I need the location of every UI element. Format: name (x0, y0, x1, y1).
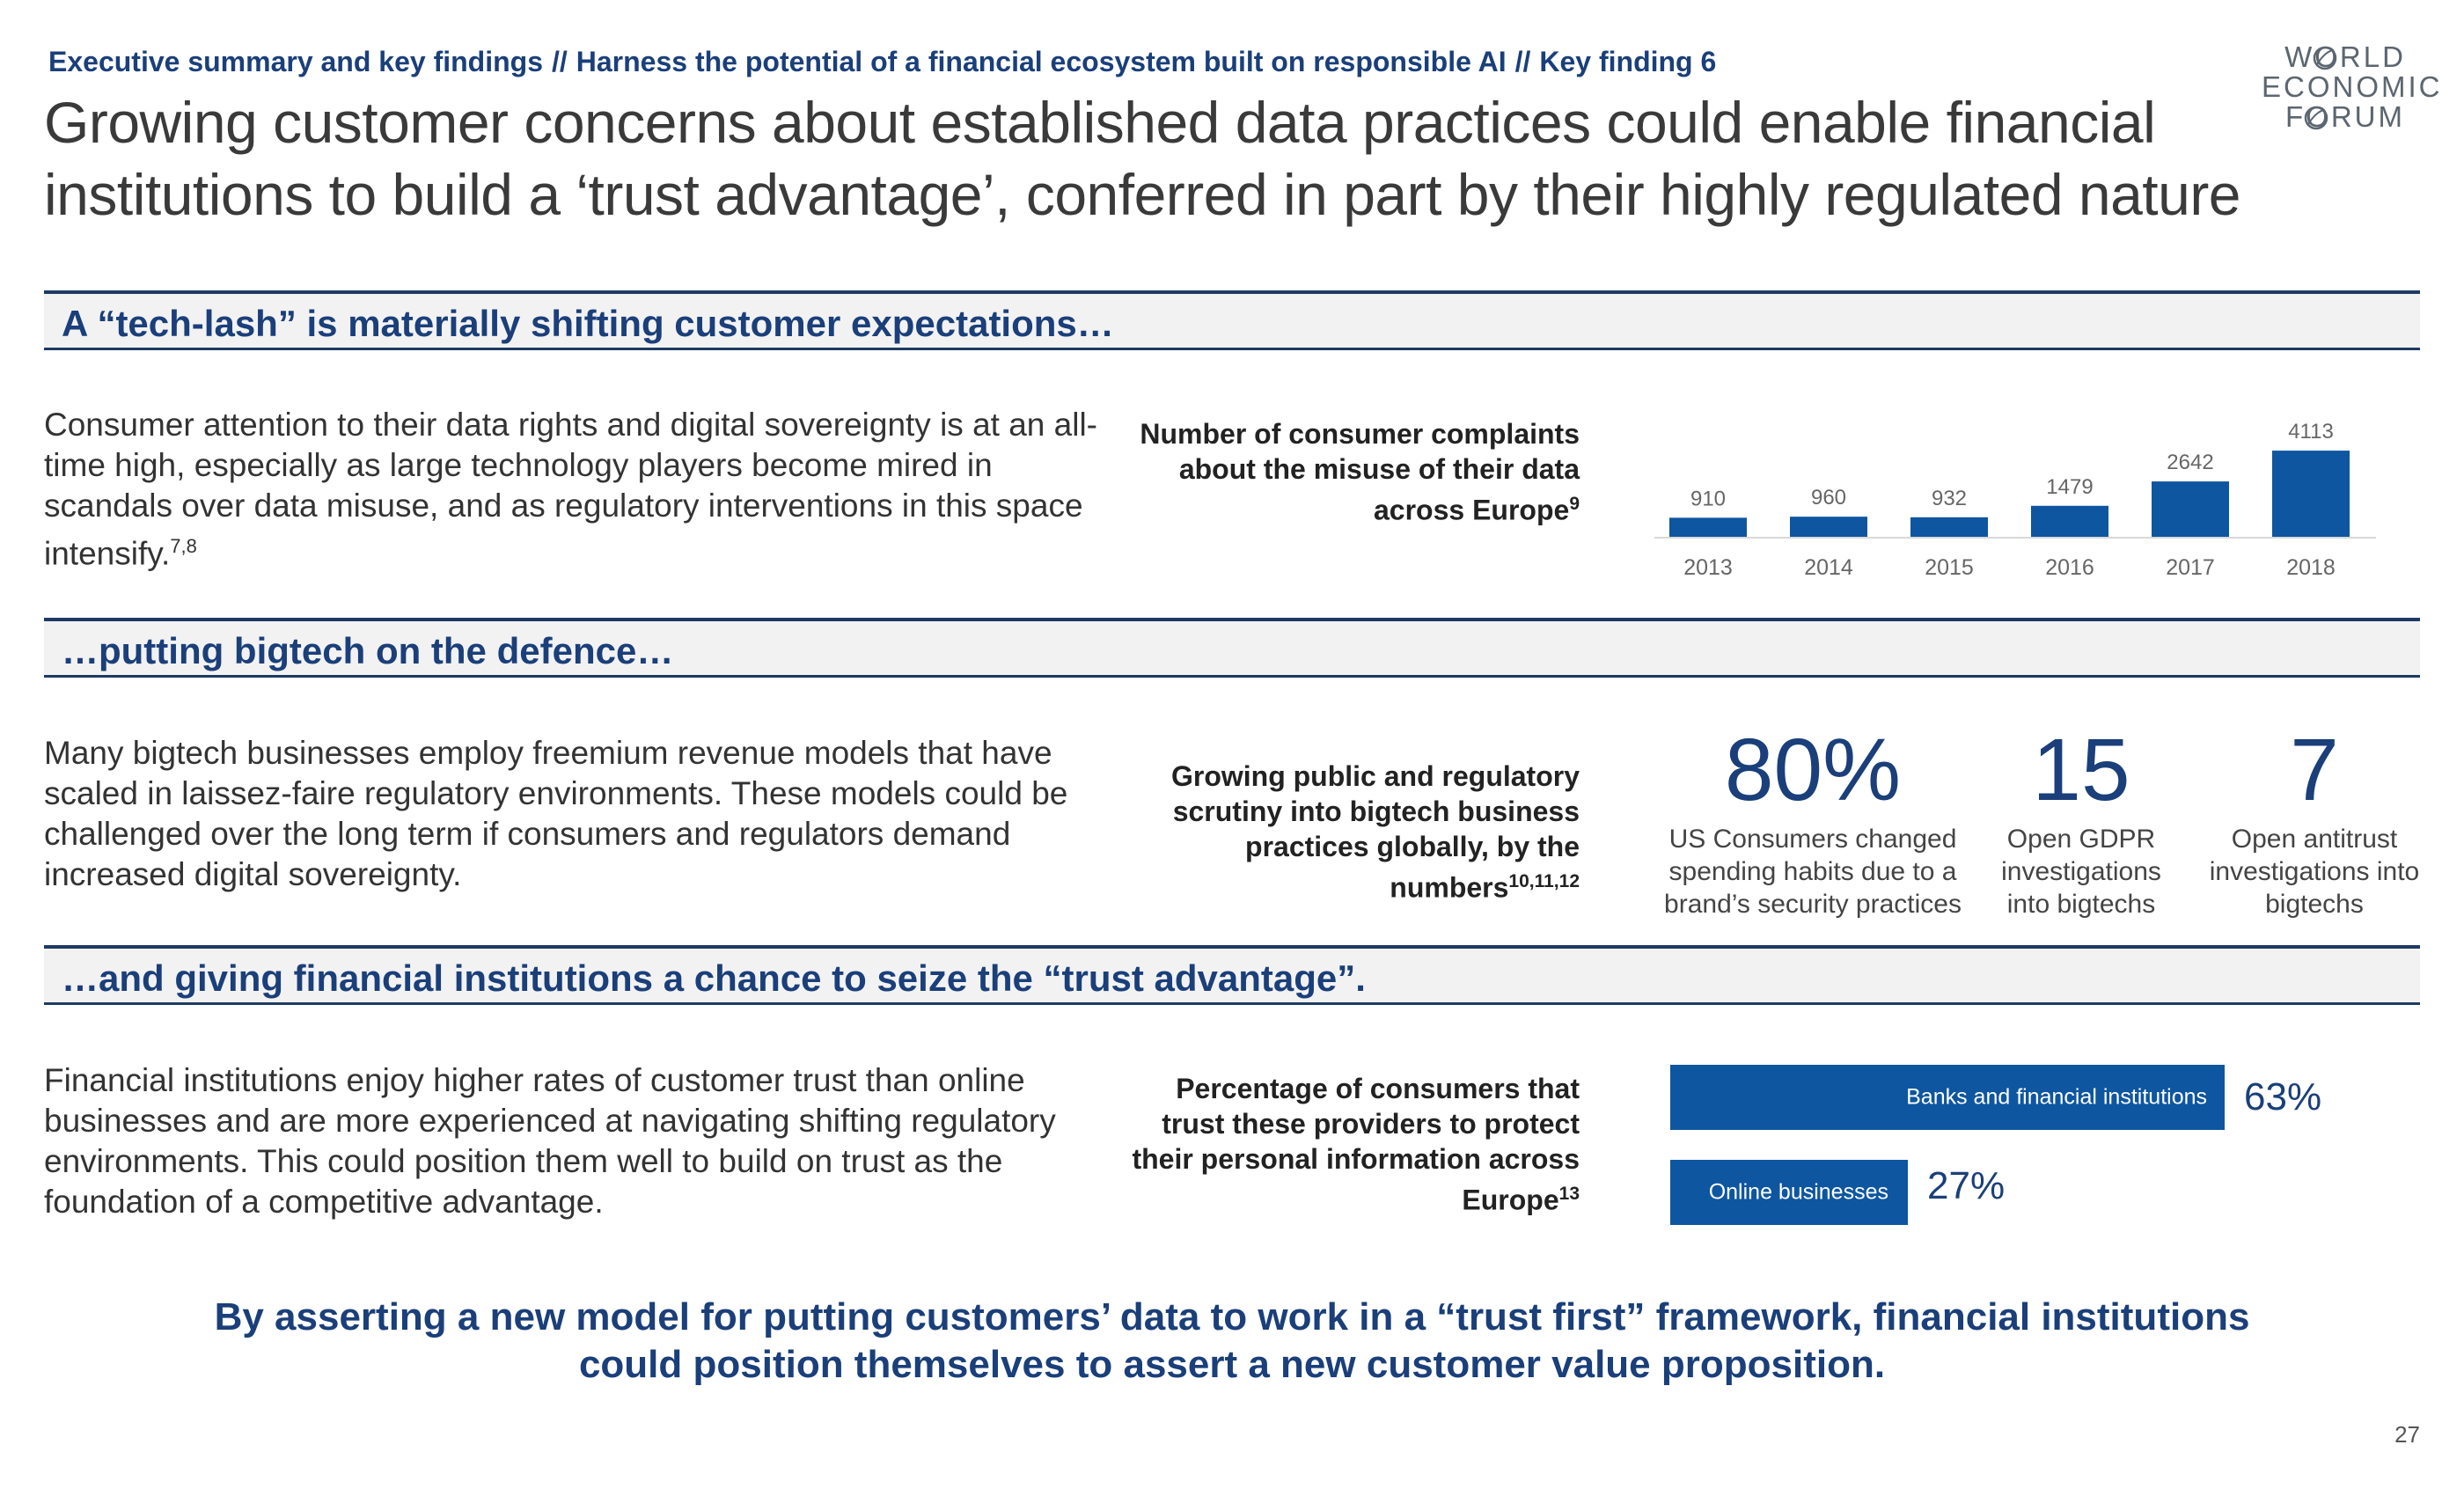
bar-2016 (2031, 505, 2108, 537)
breadcrumb-item[interactable]: Harness the potential of a financial eco… (576, 46, 1507, 77)
bar-2013 (1669, 517, 1747, 537)
chart-label-trust: Percentage of consumers that trust these… (1132, 1073, 1580, 1216)
section-heading-trust-advantage: …and giving financial institutions a cha… (44, 945, 2420, 1005)
stat-description: Open GDPR investigations into bigtechs (2001, 825, 2161, 919)
logo-line-3: FO RUM (2285, 100, 2405, 133)
data-label: 2642 (2167, 451, 2213, 474)
section-title: …putting bigtech on the defence… (62, 630, 674, 671)
chart-label-complaints: Number of consumer complaints about the … (1140, 418, 1580, 526)
stat-number: 7 (2290, 721, 2339, 819)
x-tick-label: 2015 (1925, 555, 1974, 580)
data-label: 1479 (2046, 475, 2093, 499)
trust-bar-online: Online businesses (1670, 1160, 1908, 1225)
footnote-ref[interactable]: 10,11,12 (1508, 871, 1580, 891)
x-tick-label: 2014 (1804, 555, 1853, 580)
stat-description: US Consumers changed spending habits due… (1664, 825, 1962, 919)
stat-antitrust: 7 Open antitrust investigations into big… (2200, 726, 2429, 920)
data-label: 960 (1811, 486, 1846, 510)
breadcrumb-item[interactable]: Executive summary and key findings (48, 46, 543, 77)
page-title: Growing customer concerns about establis… (44, 90, 2241, 227)
page-number: 27 (2394, 1421, 2420, 1448)
logo-line-2: ECONOMIC (2262, 70, 2443, 103)
x-tick-label: 2016 (2045, 555, 2094, 580)
wef-logo: WO RLD ECONOMIC FO RUM (2262, 40, 2443, 133)
stat-number: 80% (1724, 721, 1902, 819)
breadcrumb: Executive summary and key findings//Harn… (48, 46, 1716, 78)
logo-line-1: WO RLD (2284, 40, 2406, 73)
data-label: 4113 (2288, 420, 2334, 444)
bar-2014 (1790, 517, 1867, 537)
stat-description: Open antitrust investigations into bigte… (2209, 825, 2420, 919)
trust-bar-banks: Banks and financial institutions (1670, 1065, 2225, 1130)
section-title: …and giving financial institutions a cha… (62, 957, 1366, 999)
globe-icon (2304, 106, 2328, 130)
x-tick-label: 2013 (1683, 555, 1733, 580)
trust-value-banks: 63% (2244, 1075, 2322, 1118)
section-body: Consumer attention to their data rights … (44, 407, 1097, 572)
conclusion-statement: By asserting a new model for putting cus… (214, 1295, 2250, 1386)
stat-consumers: 80% US Consumers changed spending habits… (1637, 726, 1989, 920)
bar-2017 (2152, 481, 2229, 537)
bar-2015 (1910, 517, 1988, 537)
stat-gdpr: 15 Open GDPR investigations into bigtech… (1980, 726, 2182, 920)
x-tick-label: 2018 (2286, 555, 2336, 580)
section-body: Many bigtech businesses employ freemium … (44, 735, 1068, 892)
breadcrumb-item-current: Key finding 6 (1539, 46, 1717, 77)
footnote-ref[interactable]: 13 (1558, 1184, 1580, 1204)
trust-value-online: 27% (1927, 1164, 2006, 1207)
bar-2018 (2272, 451, 2350, 537)
breadcrumb-separator: // (551, 46, 568, 77)
data-label: 932 (1932, 487, 1967, 510)
section-body: Financial institutions enjoy higher rate… (44, 1062, 1056, 1220)
stat-number: 15 (2032, 721, 2130, 819)
x-tick-label: 2017 (2166, 555, 2215, 580)
section-heading-bigtech: …putting bigtech on the defence… (44, 618, 2420, 678)
data-label: 910 (1690, 487, 1726, 510)
complaints-bar-chart: 910 2013 960 2014 932 2015 1479 2016 2642 2017 411… (1654, 420, 2376, 580)
globe-icon (2313, 46, 2337, 70)
footnote-ref[interactable]: 7,8 (170, 535, 197, 557)
trust-bar-label: Banks and financial institutions (1906, 1084, 2207, 1110)
breadcrumb-separator: // (1514, 46, 1531, 77)
footnote-ref[interactable]: 9 (1569, 494, 1580, 514)
section-heading-tech-lash: A “tech-lash” is materially shifting cus… (44, 290, 2420, 350)
trust-bar-label: Online businesses (1708, 1179, 1888, 1205)
section-title: A “tech-lash” is materially shifting cus… (62, 303, 1114, 344)
chart-label-scrutiny: Growing public and regulatory scrutiny i… (1170, 760, 1580, 904)
